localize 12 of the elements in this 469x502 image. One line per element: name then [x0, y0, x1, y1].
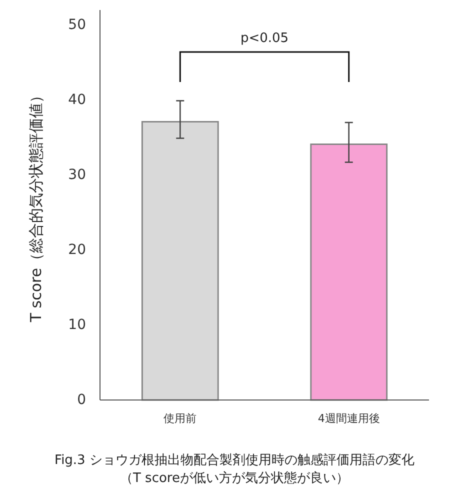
caption: Fig.3 ショウガ根抽出物配合製剤使用時の触感評価用語の変化 — [54, 452, 414, 468]
y-tick-label: 30 — [68, 167, 86, 183]
text: （T scoreが低い方が気分状態が良い） — [120, 470, 350, 486]
x-tick-label: 4週間連用後 — [318, 412, 380, 425]
y-tick-label: 50 — [68, 17, 86, 33]
y-tick-label: 10 — [68, 317, 86, 333]
y-tick-label: 0 — [77, 392, 86, 408]
y-tick-label: 40 — [68, 92, 86, 108]
y-tick-label: 20 — [68, 242, 86, 258]
y-axis-title: T score（総合的気分状態評価値） — [27, 88, 45, 324]
annotation: p<0.05 — [240, 31, 289, 46]
x-tick-label: 使用前 — [164, 412, 197, 425]
